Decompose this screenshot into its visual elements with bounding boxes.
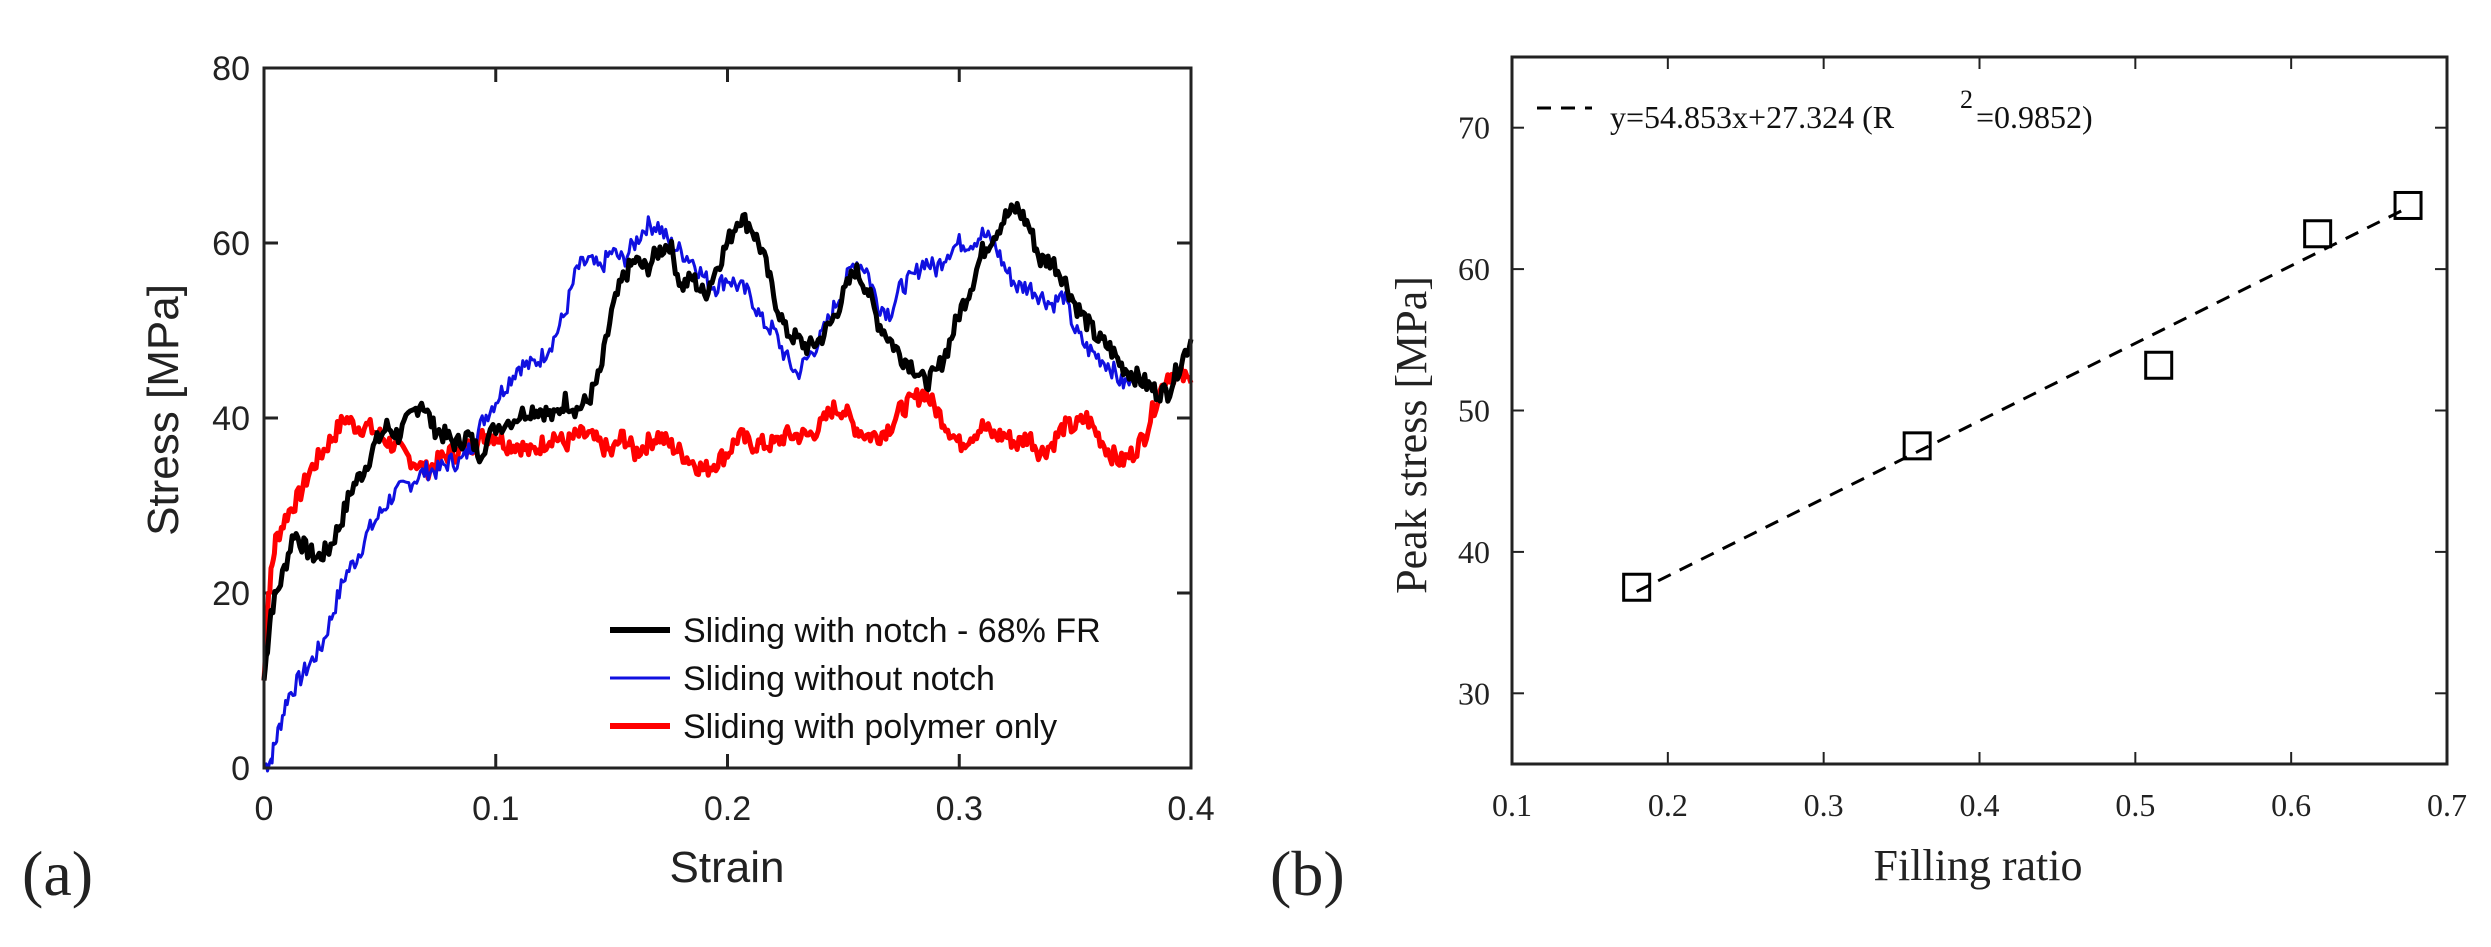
- data-point-marker: [1622, 572, 1652, 602]
- series-polymer-line: [261, 364, 1194, 681]
- ticks-a: 0 0.1 0.2 0.3 0.4 0 20 40 60 80: [212, 50, 1214, 828]
- ticks-b: 0.1 0.2 0.3 0.4 0.5 0.6 0.7 30 40 50 60 70: [1458, 57, 2467, 823]
- y-tick-label-b: 50: [1458, 393, 1490, 429]
- y-tick-label-a: 0: [231, 750, 250, 788]
- legend-a: Sliding with notch - 68% FR Sliding with…: [610, 612, 1101, 746]
- fit-line: [1635, 206, 2409, 593]
- x-axis-label-b: Filling ratio: [1874, 841, 2083, 890]
- plot-area-a: [261, 200, 1194, 773]
- panel-b-label: (b): [1270, 838, 1345, 909]
- series-no-notch-line: [262, 215, 1135, 773]
- plot-area-b: [1622, 190, 2423, 602]
- x-tick-label-a: 0.3: [936, 790, 983, 828]
- x-tick-label-b: 0.1: [1492, 787, 1532, 823]
- data-point-marker: [2303, 219, 2333, 249]
- x-tick-label-a: 0.4: [1167, 790, 1214, 828]
- legend-label-fit-tail: =0.9852): [1976, 99, 2093, 135]
- y-tick-label-b: 30: [1458, 675, 1490, 711]
- legend-label-notch: Sliding with notch - 68% FR: [683, 612, 1101, 650]
- legend-label-fit: y=54.853x+27.324 (R: [1610, 99, 1895, 135]
- legend-label-polymer: Sliding with polymer only: [683, 708, 1057, 746]
- x-tick-label-a: 0.2: [704, 790, 751, 828]
- panel-a: (a) Stress [MPa] Strain 0 0.1 0.2 0.3 0.4 0 20…: [22, 50, 1215, 909]
- legend-b: y=54.853x+27.324 (R 2 =0.9852): [1537, 85, 2093, 135]
- x-tick-label-b: 0.5: [2115, 787, 2155, 823]
- legend-label-fit-superscript: 2: [1960, 85, 1973, 114]
- y-tick-label-a: 60: [212, 225, 250, 263]
- series-notch-line: [261, 200, 1194, 681]
- x-tick-label-a: 0.1: [472, 790, 519, 828]
- data-point-marker: [1902, 431, 1932, 461]
- y-axis-label-a: Stress [MPa]: [139, 284, 188, 536]
- x-tick-label-b: 0.4: [1960, 787, 2000, 823]
- y-tick-label-b: 70: [1458, 110, 1490, 146]
- x-tick-label-b: 0.2: [1648, 787, 1688, 823]
- x-tick-label-b: 0.6: [2271, 787, 2311, 823]
- axes-box-a: [262, 66, 1193, 770]
- y-tick-label-a: 40: [212, 400, 250, 438]
- data-point-marker: [2144, 350, 2174, 380]
- legend-label-no-notch: Sliding without notch: [683, 660, 995, 698]
- y-tick-label-b: 40: [1458, 534, 1490, 570]
- x-tick-label-b: 0.3: [1804, 787, 1844, 823]
- y-axis-label-b: Peak stress [MPa]: [1387, 276, 1436, 594]
- y-tick-label-a: 80: [212, 50, 250, 88]
- y-tick-label-a: 20: [212, 575, 250, 613]
- panel-b: (b) Peak stress [MPa] Filling ratio 0.1 0…: [1270, 55, 2467, 909]
- axes-box-b: [1510, 55, 2449, 766]
- x-tick-label-b: 0.7: [2427, 787, 2467, 823]
- data-point-marker: [2393, 190, 2423, 220]
- x-tick-label-a: 0: [255, 790, 274, 828]
- x-axis-label-a: Strain: [670, 843, 785, 892]
- y-tick-label-b: 60: [1458, 251, 1490, 287]
- panel-a-label: (a): [22, 838, 93, 909]
